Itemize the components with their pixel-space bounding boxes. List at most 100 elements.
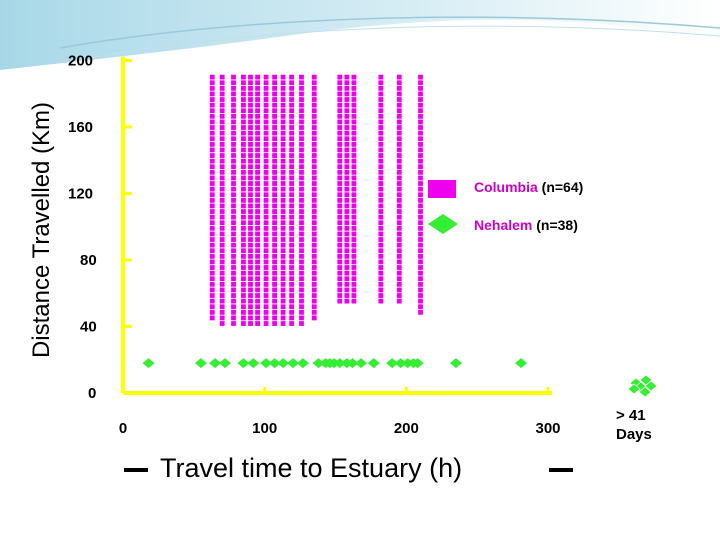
columbia-marker xyxy=(344,85,350,91)
columbia-marker xyxy=(299,287,304,293)
columbia-marker xyxy=(396,164,402,170)
columbia-marker xyxy=(344,220,350,226)
nehalem-marker xyxy=(449,358,462,369)
columbia-marker xyxy=(378,220,384,226)
columbia-marker xyxy=(299,315,304,321)
columbia-marker xyxy=(299,265,304,270)
columbia-marker xyxy=(418,203,423,209)
columbia-marker xyxy=(344,197,350,203)
columbia-marker xyxy=(219,248,225,254)
columbia-marker xyxy=(219,164,225,170)
columbia-marker xyxy=(209,203,215,209)
columbia-marker xyxy=(272,181,277,186)
columbia-marker xyxy=(248,225,253,231)
columbia-marker xyxy=(344,164,350,170)
columbia-marker xyxy=(255,80,260,86)
columbia-marker xyxy=(418,225,423,231)
columbia-marker xyxy=(255,304,260,310)
columbia-marker xyxy=(396,108,402,114)
columbia-marker xyxy=(231,265,236,270)
columbia-marker xyxy=(209,225,215,231)
columbia-marker xyxy=(272,91,277,97)
columbia-marker xyxy=(299,259,304,265)
x-tick-label: 300 xyxy=(535,420,560,437)
columbia-marker xyxy=(280,248,286,254)
columbia-marker xyxy=(263,125,269,130)
columbia-marker xyxy=(378,231,384,237)
columbia-marker xyxy=(263,197,269,203)
columbia-marker xyxy=(255,175,260,181)
columbia-marker xyxy=(311,119,317,125)
columbia-marker xyxy=(344,248,350,254)
columbia-marker xyxy=(418,276,423,282)
columbia-marker xyxy=(299,141,304,147)
columbia-marker xyxy=(241,203,246,209)
columbia-marker xyxy=(351,248,357,254)
columbia-marker xyxy=(299,91,304,97)
columbia-marker xyxy=(255,125,260,130)
columbia-marker xyxy=(280,298,286,304)
columbia-marker xyxy=(396,197,402,203)
columbia-marker xyxy=(272,108,277,114)
columbia-marker xyxy=(396,192,402,198)
columbia-marker xyxy=(378,158,384,164)
columbia-marker xyxy=(344,237,350,242)
columbia-marker xyxy=(396,298,402,304)
columbia-marker xyxy=(248,175,253,181)
columbia-marker xyxy=(299,85,304,91)
columbia-marker xyxy=(418,259,423,265)
columbia-marker xyxy=(241,309,246,315)
columbia-marker xyxy=(248,298,253,304)
columbia-marker xyxy=(289,164,294,170)
columbia-marker xyxy=(241,186,246,192)
columbia-marker xyxy=(255,315,260,321)
columbia-marker xyxy=(209,309,215,315)
columbia-marker xyxy=(272,220,277,226)
columbia-marker xyxy=(263,225,269,231)
columbia-marker xyxy=(344,158,350,164)
columbia-marker xyxy=(418,108,423,114)
columbia-marker xyxy=(344,80,350,86)
columbia-marker xyxy=(289,242,294,248)
columbia-marker xyxy=(219,192,225,198)
columbia-marker xyxy=(337,80,343,86)
columbia-marker xyxy=(378,281,384,287)
columbia-marker xyxy=(209,91,215,97)
x-axis-label: Travel time to Estuary (h) xyxy=(160,453,463,483)
columbia-marker xyxy=(263,181,269,186)
columbia-marker xyxy=(219,175,225,181)
columbia-marker xyxy=(263,287,269,293)
legend-item-nehalem: Nehalem (n=38) xyxy=(474,217,578,233)
columbia-marker xyxy=(280,91,286,97)
columbia-marker xyxy=(378,287,384,293)
columbia-marker xyxy=(378,197,384,203)
columbia-marker xyxy=(351,214,357,220)
columbia-marker xyxy=(241,141,246,147)
columbia-marker xyxy=(248,203,253,209)
columbia-marker xyxy=(255,119,260,125)
nehalem-marker xyxy=(355,358,368,369)
columbia-marker xyxy=(311,214,317,220)
columbia-marker xyxy=(396,153,402,158)
columbia-marker xyxy=(219,237,225,242)
columbia-marker xyxy=(272,197,277,203)
x-label-dash-left xyxy=(124,468,148,472)
columbia-marker xyxy=(289,214,294,220)
columbia-marker xyxy=(289,108,294,114)
columbia-marker xyxy=(255,231,260,237)
columbia-marker xyxy=(289,209,294,214)
x-tick-label: 100 xyxy=(252,420,277,437)
y-tick-label: 40 xyxy=(80,319,97,336)
columbia-marker xyxy=(311,248,317,254)
columbia-marker xyxy=(311,231,317,237)
columbia-marker xyxy=(351,197,357,203)
columbia-marker xyxy=(418,186,423,192)
columbia-marker xyxy=(209,97,215,102)
columbia-marker xyxy=(418,130,423,136)
columbia-marker xyxy=(231,220,236,226)
columbia-marker xyxy=(263,321,269,326)
columbia-marker xyxy=(289,158,294,164)
columbia-marker xyxy=(231,192,236,198)
columbia-marker xyxy=(351,242,357,248)
columbia-marker xyxy=(272,130,277,136)
